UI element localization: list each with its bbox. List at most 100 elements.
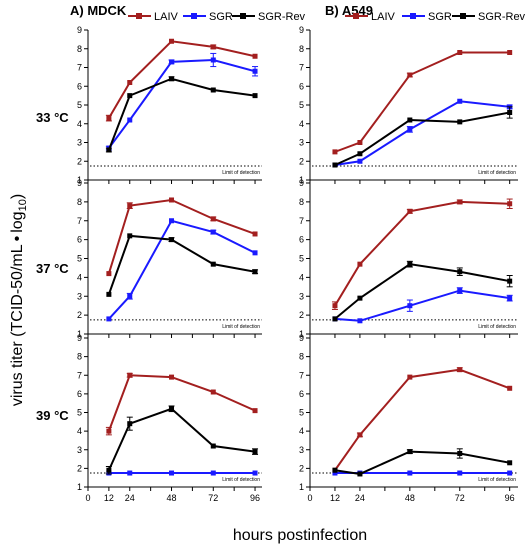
series-line-laiv	[334, 368, 511, 471]
x-tick-label: 96	[250, 493, 260, 503]
limit-of-detection-label: Limit of detection	[478, 324, 516, 330]
legend-marker-laiv	[136, 13, 142, 19]
data-point	[507, 50, 513, 55]
data-point	[357, 158, 363, 164]
y-tick-label: 9	[77, 333, 82, 343]
data-point	[252, 68, 258, 74]
data-point	[332, 149, 338, 155]
y-tick-label: 7	[77, 63, 82, 73]
x-tick-label: 72	[455, 493, 465, 503]
data-point	[507, 278, 513, 284]
data-point	[169, 38, 175, 44]
data-point	[457, 269, 463, 275]
y-tick-label: 5	[299, 408, 304, 418]
panel-r1-c0: 1 2 3 4 5 6 7 8 9 Limit of detection	[77, 178, 262, 339]
limit-of-detection-label: Limit of detection	[478, 170, 516, 176]
data-point	[252, 470, 258, 476]
y-tick-label: 7	[299, 370, 304, 380]
y-tick-label: 9	[77, 178, 82, 188]
series-sgr-rev	[105, 76, 258, 153]
y-tick-label: 1	[77, 482, 82, 492]
data-point	[357, 261, 363, 267]
data-point	[332, 316, 338, 322]
x-tick-label: 48	[167, 493, 177, 503]
data-point	[127, 80, 133, 85]
series-line-sgr-rev	[334, 111, 510, 166]
y-tick-label: 2	[299, 463, 304, 473]
legend-marker-sgr	[410, 13, 416, 19]
row-label-33: 33 °C	[36, 110, 69, 125]
data-point	[169, 59, 175, 65]
series-laiv	[105, 372, 258, 436]
data-point	[407, 117, 413, 123]
legend-label-sgr-rev: SGR-Rev	[258, 11, 306, 23]
y-tick-label: 7	[299, 63, 304, 73]
data-point	[127, 233, 133, 239]
series-laiv	[332, 367, 513, 473]
y-tick-label: 8	[77, 197, 82, 207]
legend-marker-sgr-rev	[240, 13, 246, 19]
y-tick-label: 3	[299, 445, 304, 455]
data-point	[169, 374, 175, 380]
data-point	[357, 432, 363, 438]
data-point	[210, 87, 216, 93]
data-point	[507, 110, 513, 115]
y-tick-label: 7	[77, 216, 82, 226]
series-line-sgr	[334, 289, 510, 322]
data-point	[507, 470, 513, 476]
data-point	[357, 295, 363, 301]
data-point	[407, 303, 413, 309]
y-axis-label: virus titer (TCID-50/mL•log10)	[9, 194, 29, 406]
series-sgr-rev	[332, 448, 513, 477]
series-sgr-rev	[332, 260, 513, 322]
data-point	[357, 318, 363, 324]
y-tick-label: 9	[299, 178, 304, 188]
data-point	[407, 374, 413, 380]
y-tick-label: 2	[77, 310, 82, 320]
limit-of-detection-label: Limit of detection	[222, 170, 260, 176]
data-point	[106, 147, 112, 153]
data-point	[457, 450, 463, 456]
data-point	[106, 467, 112, 473]
x-tick-label: 24	[125, 493, 135, 503]
data-point	[210, 229, 216, 235]
y-tick-label: 5	[77, 408, 82, 418]
data-point	[106, 428, 112, 434]
panel-r0-c0: 1 2 3 4 5 6 7 8 9 Limit of detection	[77, 25, 262, 185]
legend-label-sgr: SGR	[209, 11, 233, 23]
data-point	[210, 470, 216, 476]
y-tick-label: 5	[77, 254, 82, 264]
y-tick-label: 5	[299, 254, 304, 264]
series-laiv	[106, 197, 258, 277]
x-tick-label: 48	[405, 493, 415, 503]
y-tick-label: 3	[299, 291, 304, 301]
y-tick-label: 1	[299, 175, 304, 185]
series-sgr-rev	[105, 405, 259, 475]
data-point	[407, 126, 413, 132]
data-point	[457, 470, 463, 476]
series-line-laiv	[334, 200, 510, 307]
data-point	[127, 372, 133, 378]
limit-of-detection-label: Limit of detection	[222, 477, 260, 483]
series-line-sgr-rev	[107, 77, 256, 151]
data-point	[127, 117, 133, 123]
series-line-sgr	[108, 58, 256, 149]
data-point	[106, 316, 112, 322]
series-sgr	[105, 52, 259, 151]
data-point	[210, 261, 216, 267]
y-tick-label: 2	[77, 156, 82, 166]
data-point	[507, 201, 513, 207]
series-sgr	[106, 218, 258, 322]
y-tick-label: 4	[77, 119, 82, 129]
row-label-39: 39 °C	[36, 408, 69, 423]
y-tick-label: 8	[299, 44, 304, 54]
y-tick-label: 5	[299, 100, 304, 110]
data-point	[252, 449, 258, 455]
data-point	[169, 470, 175, 476]
y-tick-label: 1	[299, 329, 304, 339]
y-tick-label: 3	[77, 291, 82, 301]
y-tick-label: 3	[77, 138, 82, 148]
data-point	[252, 250, 258, 256]
data-point	[210, 216, 216, 222]
legend-marker-sgr	[191, 13, 197, 19]
